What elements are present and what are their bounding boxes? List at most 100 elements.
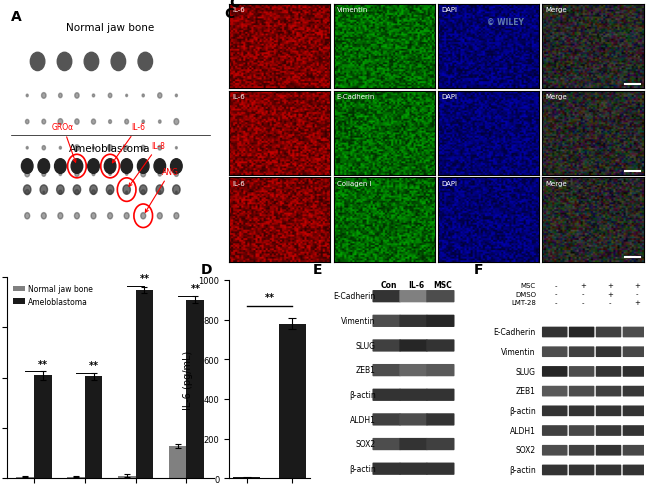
- Text: -: -: [608, 300, 611, 305]
- Circle shape: [92, 120, 96, 125]
- Circle shape: [26, 191, 29, 194]
- FancyBboxPatch shape: [372, 463, 400, 475]
- FancyBboxPatch shape: [399, 315, 428, 327]
- FancyBboxPatch shape: [399, 389, 428, 401]
- Text: Vimentin: Vimentin: [341, 316, 376, 325]
- Circle shape: [42, 171, 46, 178]
- Bar: [84, 377, 103, 478]
- Text: E: E: [313, 263, 322, 276]
- FancyBboxPatch shape: [372, 290, 400, 303]
- Circle shape: [121, 160, 133, 174]
- Text: -: -: [636, 291, 638, 297]
- Circle shape: [55, 160, 66, 174]
- Circle shape: [59, 95, 62, 98]
- Text: Vimentin: Vimentin: [337, 7, 368, 13]
- Circle shape: [109, 95, 111, 97]
- Circle shape: [104, 160, 116, 174]
- Text: +: +: [607, 283, 613, 288]
- FancyBboxPatch shape: [426, 290, 454, 303]
- Text: Normal jaw bone: Normal jaw bone: [66, 23, 154, 33]
- Circle shape: [42, 146, 46, 150]
- FancyBboxPatch shape: [569, 386, 594, 397]
- FancyBboxPatch shape: [596, 426, 621, 436]
- Text: Con: Con: [381, 280, 398, 289]
- Y-axis label: IL-6 (pg/mL): IL-6 (pg/mL): [183, 350, 193, 409]
- Text: Collagen I: Collagen I: [337, 181, 371, 186]
- Text: **: **: [38, 359, 47, 369]
- Circle shape: [58, 190, 62, 195]
- FancyBboxPatch shape: [596, 386, 621, 397]
- Text: D: D: [201, 263, 213, 276]
- Circle shape: [38, 160, 49, 174]
- Circle shape: [158, 146, 162, 151]
- Text: β-actin: β-actin: [509, 406, 536, 415]
- FancyBboxPatch shape: [399, 413, 428, 426]
- FancyBboxPatch shape: [569, 406, 594, 416]
- FancyBboxPatch shape: [542, 366, 567, 377]
- Circle shape: [108, 213, 112, 220]
- FancyBboxPatch shape: [596, 465, 621, 475]
- Circle shape: [125, 191, 128, 195]
- Text: ANG: ANG: [146, 167, 179, 213]
- Circle shape: [90, 185, 97, 195]
- Circle shape: [107, 185, 114, 195]
- Text: -: -: [582, 300, 584, 305]
- Circle shape: [176, 95, 177, 97]
- Circle shape: [31, 53, 45, 71]
- Text: E-Cadherin: E-Cadherin: [333, 292, 376, 301]
- Text: F: F: [474, 263, 484, 276]
- Circle shape: [73, 185, 81, 195]
- FancyBboxPatch shape: [542, 346, 567, 357]
- FancyBboxPatch shape: [596, 327, 621, 338]
- FancyBboxPatch shape: [623, 346, 648, 357]
- Circle shape: [158, 172, 161, 177]
- Text: +: +: [634, 300, 640, 305]
- Text: SLUG: SLUG: [356, 341, 376, 350]
- Circle shape: [71, 160, 83, 174]
- Text: © WILEY: © WILEY: [487, 18, 524, 26]
- Bar: [168, 446, 187, 478]
- Circle shape: [25, 94, 29, 99]
- Circle shape: [25, 213, 30, 220]
- Text: Merge: Merge: [545, 181, 567, 186]
- Text: -: -: [555, 291, 557, 297]
- Circle shape: [76, 121, 78, 124]
- FancyBboxPatch shape: [426, 438, 454, 450]
- Bar: [34, 375, 51, 478]
- FancyBboxPatch shape: [426, 389, 454, 401]
- Circle shape: [124, 145, 129, 151]
- Circle shape: [158, 120, 162, 124]
- Circle shape: [75, 213, 79, 220]
- Circle shape: [84, 53, 99, 71]
- Circle shape: [75, 146, 79, 151]
- Text: E-Cadherin: E-Cadherin: [493, 327, 536, 336]
- Circle shape: [40, 185, 47, 195]
- FancyBboxPatch shape: [569, 445, 594, 456]
- FancyBboxPatch shape: [372, 315, 400, 327]
- Text: IL-8: IL-8: [129, 142, 165, 187]
- Circle shape: [109, 190, 112, 195]
- Circle shape: [109, 172, 112, 177]
- Text: +: +: [634, 283, 640, 288]
- FancyBboxPatch shape: [623, 426, 648, 436]
- Circle shape: [138, 53, 153, 71]
- Text: **: **: [140, 274, 150, 284]
- Circle shape: [25, 145, 30, 152]
- Text: MSC: MSC: [434, 280, 452, 289]
- Circle shape: [174, 171, 179, 178]
- Circle shape: [174, 213, 179, 220]
- FancyBboxPatch shape: [542, 445, 567, 456]
- Circle shape: [21, 160, 33, 174]
- FancyBboxPatch shape: [426, 340, 454, 352]
- Circle shape: [42, 190, 46, 196]
- Text: IL-6: IL-6: [232, 7, 245, 13]
- Text: +: +: [607, 291, 613, 297]
- Circle shape: [25, 120, 29, 125]
- Circle shape: [108, 120, 112, 125]
- Circle shape: [125, 95, 128, 98]
- FancyBboxPatch shape: [623, 465, 648, 475]
- FancyBboxPatch shape: [542, 406, 567, 416]
- Bar: [136, 290, 153, 478]
- Text: +: +: [580, 283, 586, 288]
- Text: Vimentin: Vimentin: [501, 347, 536, 356]
